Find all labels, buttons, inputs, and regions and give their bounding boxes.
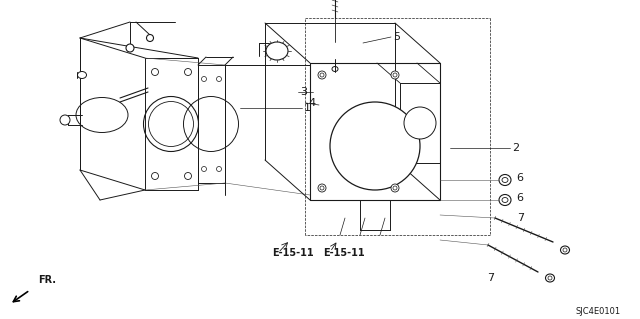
- Ellipse shape: [499, 195, 511, 205]
- Ellipse shape: [60, 115, 70, 125]
- Ellipse shape: [330, 102, 420, 190]
- Ellipse shape: [318, 184, 326, 192]
- Ellipse shape: [391, 184, 399, 192]
- Text: 7: 7: [487, 273, 494, 283]
- Ellipse shape: [184, 69, 191, 76]
- Text: 6: 6: [516, 193, 523, 203]
- Text: FR.: FR.: [38, 275, 56, 285]
- Ellipse shape: [126, 44, 134, 52]
- Ellipse shape: [266, 42, 288, 60]
- Ellipse shape: [202, 167, 207, 172]
- Ellipse shape: [216, 167, 221, 172]
- Ellipse shape: [545, 274, 554, 282]
- Ellipse shape: [318, 71, 326, 79]
- Text: E-15-11: E-15-11: [323, 248, 365, 258]
- Text: 5: 5: [393, 32, 400, 42]
- Text: 2: 2: [512, 143, 519, 153]
- Ellipse shape: [77, 71, 86, 78]
- Text: 3: 3: [300, 87, 307, 97]
- Text: 7: 7: [517, 213, 524, 223]
- Ellipse shape: [561, 246, 570, 254]
- Ellipse shape: [404, 107, 436, 139]
- Ellipse shape: [216, 77, 221, 81]
- Ellipse shape: [202, 77, 207, 81]
- Ellipse shape: [152, 69, 159, 76]
- Ellipse shape: [499, 174, 511, 186]
- Ellipse shape: [184, 173, 191, 180]
- Ellipse shape: [152, 173, 159, 180]
- Text: E-15-11: E-15-11: [272, 248, 314, 258]
- Ellipse shape: [332, 66, 338, 71]
- Text: 1: 1: [304, 103, 311, 113]
- Text: 6: 6: [516, 173, 523, 183]
- Ellipse shape: [147, 34, 154, 41]
- Text: SJC4E0101: SJC4E0101: [575, 308, 620, 316]
- Ellipse shape: [391, 71, 399, 79]
- Text: 4: 4: [308, 98, 315, 108]
